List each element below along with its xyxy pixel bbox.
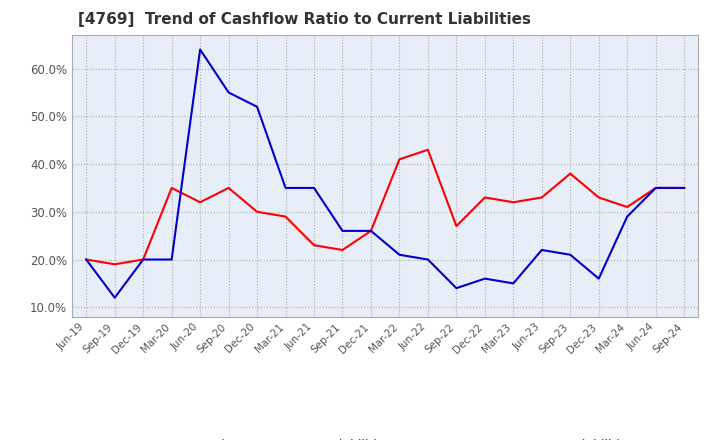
Operating CF to Current Liabilities [225,185,233,191]
Operating CF to Current Liabilities [196,200,204,205]
Free CF to Current Liabilities [537,247,546,253]
Operating CF to Current Liabilities [167,185,176,191]
Operating CF to Current Liabilities [395,157,404,162]
Operating CF to Current Liabilities [282,214,290,219]
Operating CF to Current Liabilities [139,257,148,262]
Free CF to Current Liabilities [310,185,318,191]
Free CF to Current Liabilities [282,185,290,191]
Line: Operating CF to Current Liabilities: Operating CF to Current Liabilities [86,150,684,264]
Free CF to Current Liabilities [196,47,204,52]
Free CF to Current Liabilities [680,185,688,191]
Operating CF to Current Liabilities [566,171,575,176]
Operating CF to Current Liabilities [537,195,546,200]
Free CF to Current Liabilities [652,185,660,191]
Free CF to Current Liabilities [110,295,119,301]
Operating CF to Current Liabilities [310,242,318,248]
Operating CF to Current Liabilities [623,205,631,210]
Free CF to Current Liabilities [509,281,518,286]
Operating CF to Current Liabilities [480,195,489,200]
Operating CF to Current Liabilities [680,185,688,191]
Operating CF to Current Liabilities [652,185,660,191]
Free CF to Current Liabilities [225,90,233,95]
Operating CF to Current Liabilities [110,262,119,267]
Free CF to Current Liabilities [366,228,375,234]
Free CF to Current Liabilities [480,276,489,281]
Operating CF to Current Liabilities [452,224,461,229]
Operating CF to Current Liabilities [509,200,518,205]
Line: Free CF to Current Liabilities: Free CF to Current Liabilities [86,50,684,298]
Free CF to Current Liabilities [167,257,176,262]
Free CF to Current Liabilities [139,257,148,262]
Operating CF to Current Liabilities [82,257,91,262]
Legend: Operating CF to Current Liabilities, Free CF to Current Liabilities: Operating CF to Current Liabilities, Fre… [131,434,639,440]
Free CF to Current Liabilities [623,214,631,219]
Operating CF to Current Liabilities [366,228,375,234]
Text: [4769]  Trend of Cashflow Ratio to Current Liabilities: [4769] Trend of Cashflow Ratio to Curren… [78,12,531,27]
Free CF to Current Liabilities [395,252,404,257]
Free CF to Current Liabilities [566,252,575,257]
Operating CF to Current Liabilities [338,247,347,253]
Operating CF to Current Liabilities [253,209,261,214]
Operating CF to Current Liabilities [423,147,432,152]
Free CF to Current Liabilities [595,276,603,281]
Free CF to Current Liabilities [82,257,91,262]
Free CF to Current Liabilities [253,104,261,110]
Free CF to Current Liabilities [452,286,461,291]
Free CF to Current Liabilities [338,228,347,234]
Free CF to Current Liabilities [423,257,432,262]
Operating CF to Current Liabilities [595,195,603,200]
